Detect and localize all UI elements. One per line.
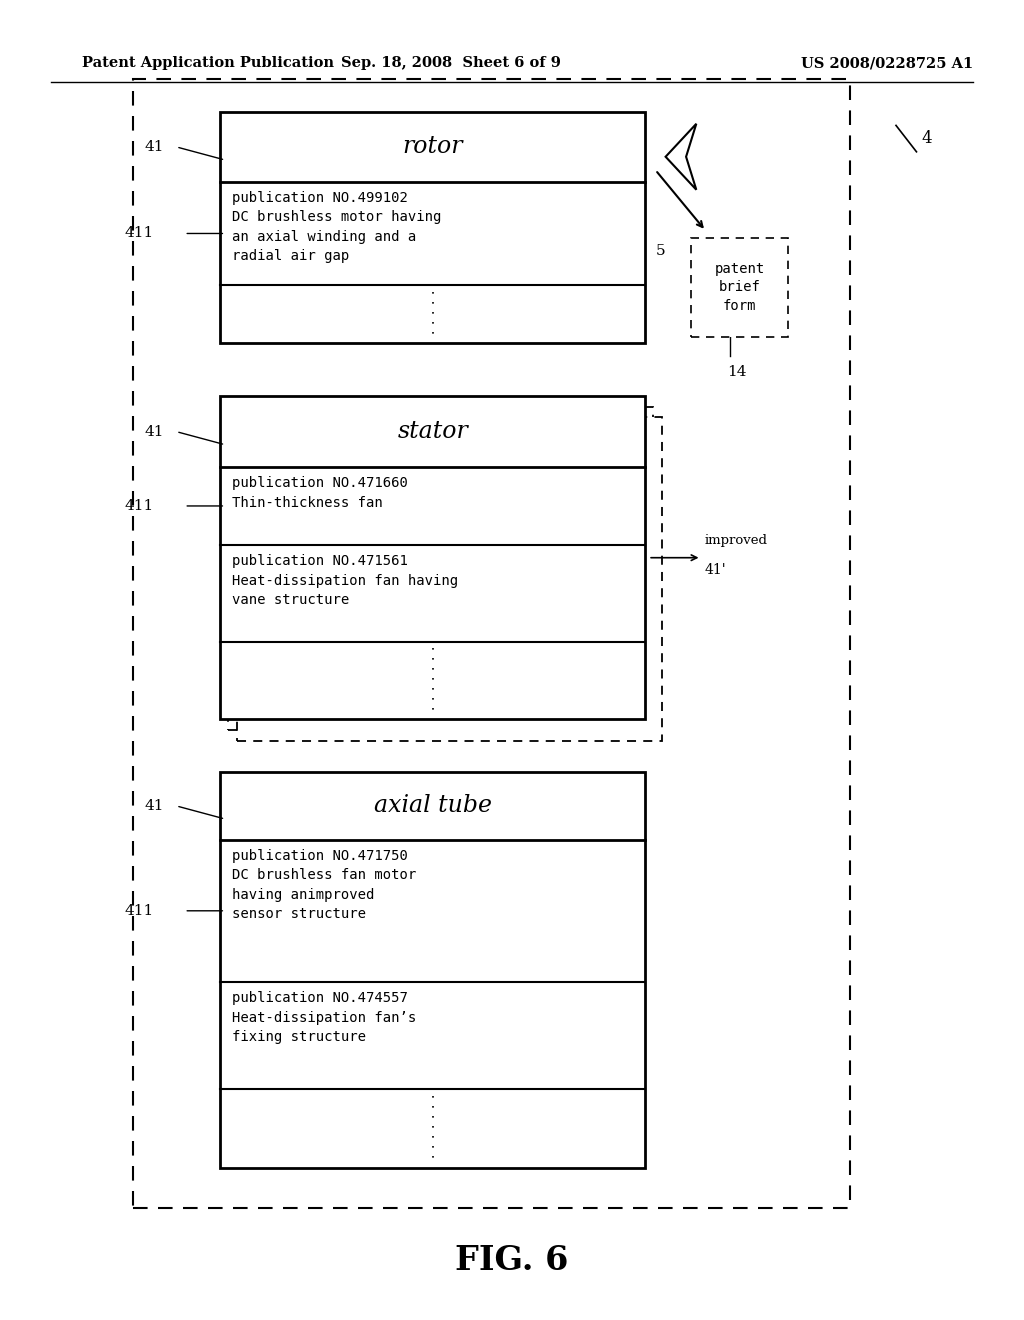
Bar: [220, 112, 645, 343]
Bar: [220, 772, 645, 1168]
Text: publication NO.471561
Heat-dissipation fan having
vane structure: publication NO.471561 Heat-dissipation f…: [232, 554, 459, 607]
Bar: [237, 417, 662, 741]
Text: US 2008/0228725 A1: US 2008/0228725 A1: [801, 57, 973, 70]
Text: publication NO.471660
Thin-thickness fan: publication NO.471660 Thin-thickness fan: [232, 477, 409, 510]
Text: 14: 14: [727, 366, 746, 379]
Text: publication NO.499102
DC brushless motor having
an axial winding and a
radial ai: publication NO.499102 DC brushless motor…: [232, 190, 441, 263]
Text: 4: 4: [922, 131, 932, 147]
Text: Sep. 18, 2008  Sheet 6 of 9: Sep. 18, 2008 Sheet 6 of 9: [341, 57, 560, 70]
Text: improved: improved: [705, 535, 768, 546]
Text: stator: stator: [397, 420, 468, 444]
Text: 411: 411: [124, 904, 154, 917]
Text: Patent Application Publication: Patent Application Publication: [82, 57, 334, 70]
Text: 41: 41: [144, 425, 164, 438]
Bar: [133, 79, 850, 1208]
Bar: [228, 407, 653, 730]
Text: 411: 411: [124, 499, 154, 513]
Text: 41: 41: [144, 799, 164, 813]
Text: rotor: rotor: [402, 136, 463, 158]
Text: 41': 41': [705, 562, 726, 577]
Text: publication NO.474557
Heat-dissipation fan’s
fixing structure: publication NO.474557 Heat-dissipation f…: [232, 991, 417, 1044]
Text: patent
brief
form: patent brief form: [715, 261, 765, 313]
Text: FIG. 6: FIG. 6: [456, 1243, 568, 1278]
Bar: [691, 238, 788, 337]
Text: publication NO.471750
DC brushless fan motor
having animproved
sensor structure: publication NO.471750 DC brushless fan m…: [232, 849, 417, 921]
Text: 41: 41: [144, 140, 164, 154]
Bar: [220, 396, 645, 719]
Text: 411: 411: [124, 227, 154, 240]
Text: 5: 5: [655, 244, 665, 257]
Text: axial tube: axial tube: [374, 795, 492, 817]
